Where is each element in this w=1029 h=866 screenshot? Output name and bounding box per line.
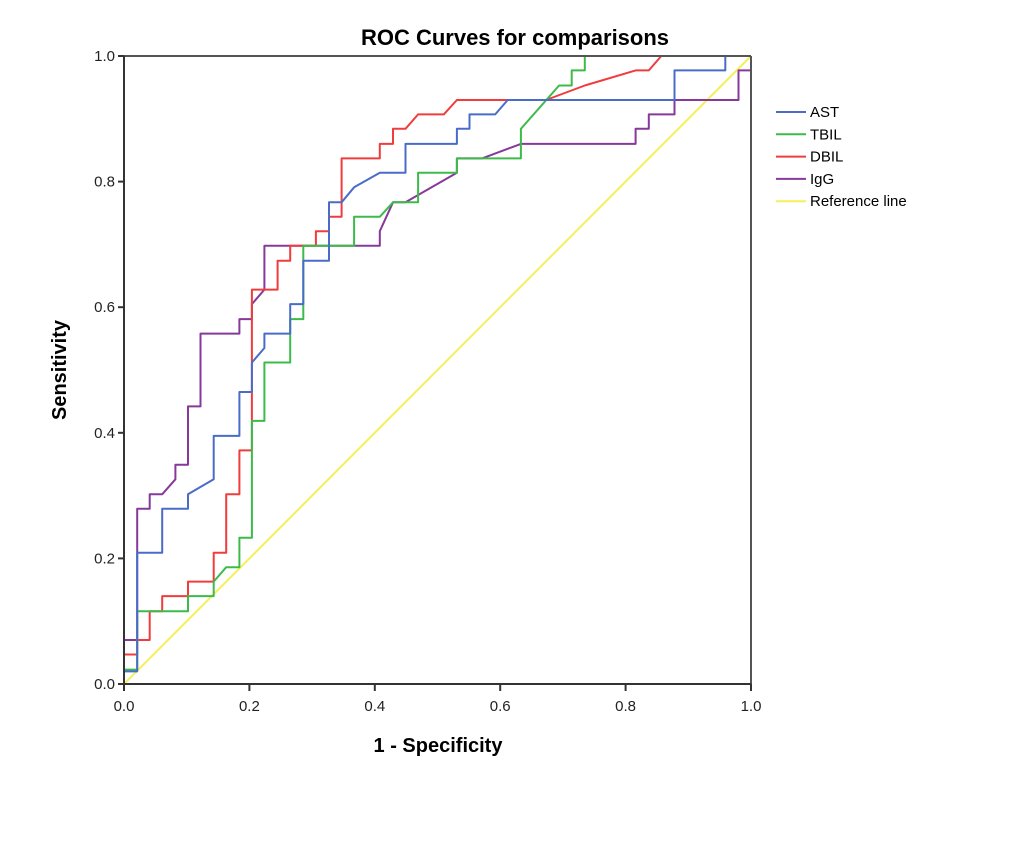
legend-label: DBIL: [810, 149, 843, 166]
x-tick-label: 0.6: [490, 698, 511, 715]
x-tick-label: 0.0: [114, 698, 135, 715]
series-layer: [123, 55, 752, 685]
series-line-dbil: [123, 55, 751, 684]
y-ticks: 0.0 0.2 0.4 0.6 0.8 1.0: [94, 48, 124, 693]
x-tick-label: 0.4: [364, 698, 385, 715]
legend-label: TBIL: [810, 126, 842, 143]
y-tick-label: 0.0: [94, 676, 115, 693]
legend-label: AST: [810, 104, 839, 121]
x-tick-label: 0.2: [239, 698, 260, 715]
y-axis-label: Sensitivity: [49, 319, 71, 420]
legend-label: IgG: [810, 171, 834, 188]
y-tick-label: 1.0: [94, 48, 115, 65]
chart-title: ROC Curves for comparisons: [361, 25, 669, 50]
series-line-ast: [123, 55, 751, 684]
axes: [123, 55, 752, 685]
legend-item-tbil: TBIL: [776, 126, 842, 143]
y-tick-label: 0.6: [94, 299, 115, 316]
x-tick-label: 0.8: [615, 698, 636, 715]
series-line-tbil: [123, 55, 751, 684]
x-axis-label: 1 - Specificity: [374, 735, 504, 757]
legend-item-dbil: DBIL: [776, 149, 843, 166]
legend-label: Reference line: [810, 193, 907, 210]
y-tick-label: 0.8: [94, 174, 115, 191]
series-line-reference-line: [123, 55, 752, 685]
y-tick-label: 0.4: [94, 425, 115, 442]
legend: AST TBIL DBIL IgG Reference line: [776, 104, 907, 210]
legend-item-reference-line: Reference line: [776, 193, 907, 210]
legend-item-ast: AST: [776, 104, 839, 121]
x-ticks: 0.0 0.2 0.4 0.6 0.8 1.0: [114, 684, 762, 715]
series-line-igg: [123, 56, 752, 684]
legend-item-igg: IgG: [776, 171, 834, 188]
y-tick-label: 0.2: [94, 550, 115, 567]
x-tick-label: 1.0: [741, 698, 762, 715]
